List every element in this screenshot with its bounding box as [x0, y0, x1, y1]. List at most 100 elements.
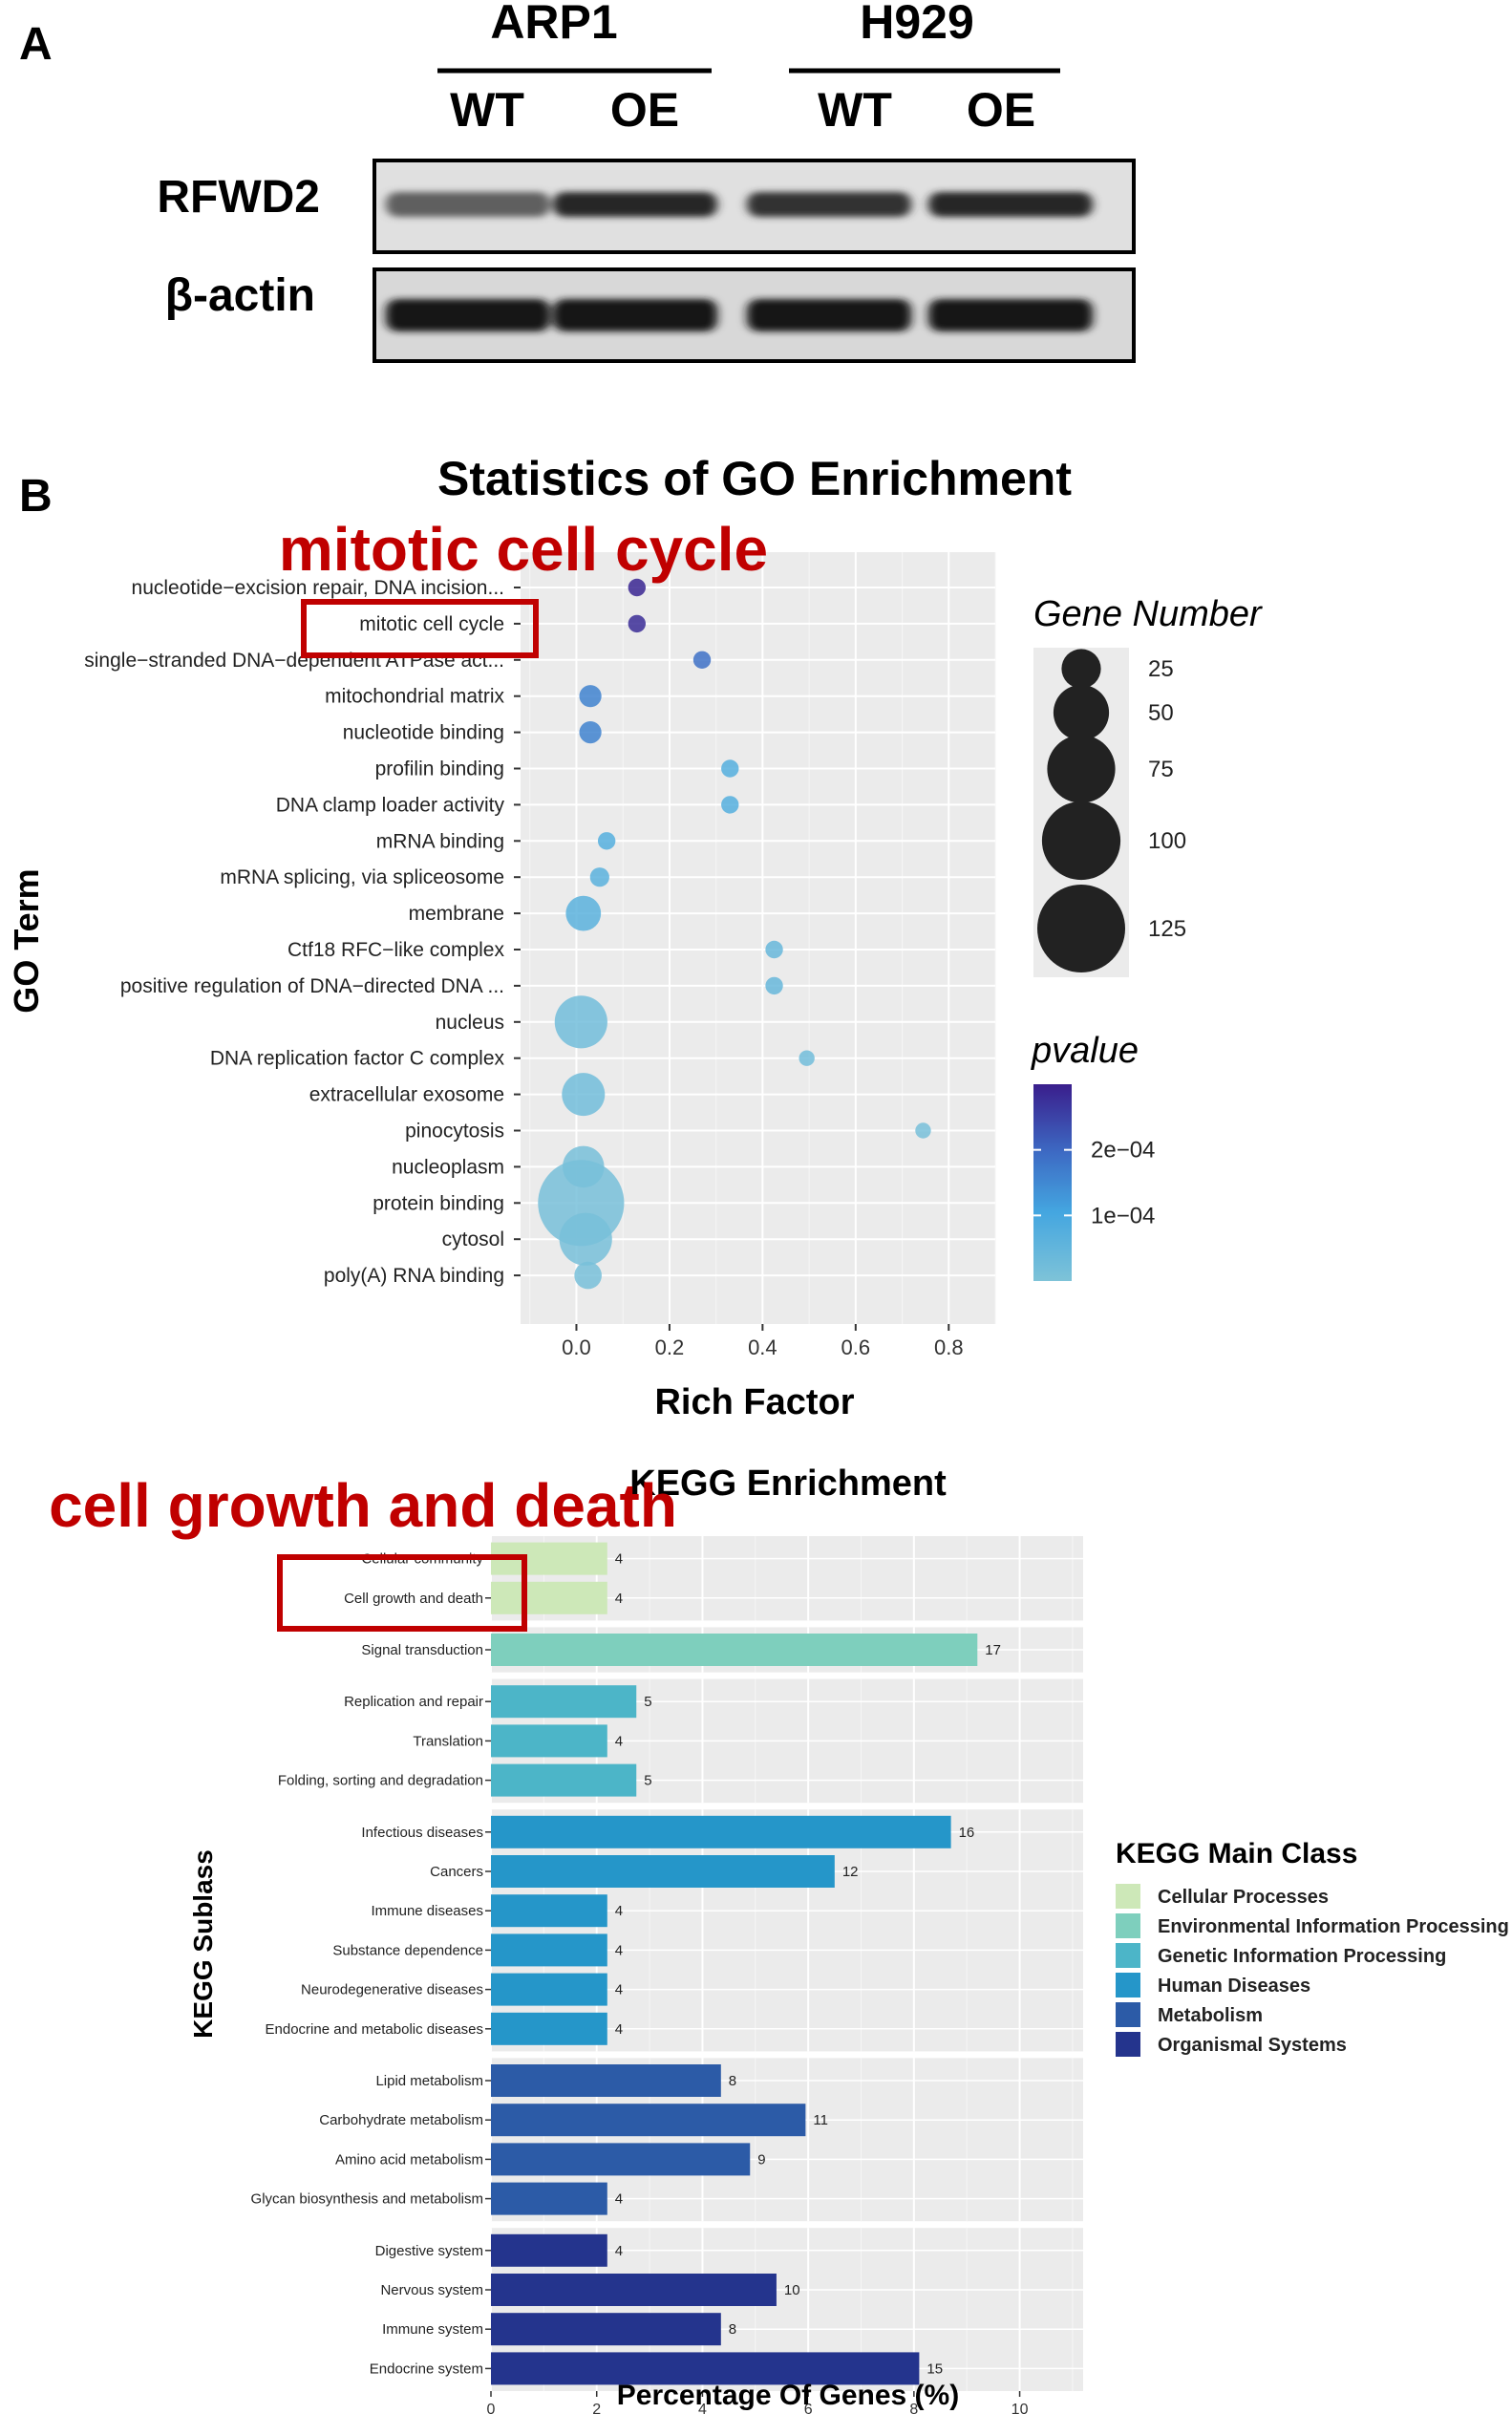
kegg-sublass-label: Nervous system [380, 2282, 483, 2298]
go-x-tick-label: 0.2 [655, 1335, 685, 1359]
kegg-bar-count-label: 8 [729, 2321, 736, 2338]
go-chart-title: Statistics of GO Enrichment [437, 452, 1072, 505]
go-point [721, 759, 739, 778]
go-term-labels: nucleotide−excision repair, DNA incision… [84, 577, 504, 1287]
go-term-label: mRNA splicing, via spliceosome [220, 866, 504, 888]
kegg-bar-count-label: 5 [644, 1773, 651, 1789]
go-x-tick-label: 0.6 [841, 1335, 871, 1359]
kegg-sublass-label: Immune system [382, 2321, 483, 2338]
kegg-x-axis-label: Percentage Of Genes (%) [617, 2380, 959, 2411]
kegg-bar [491, 2182, 607, 2215]
kegg-bar-count-label: 4 [615, 2021, 623, 2038]
kegg-highlight-annotation: cell growth and death [49, 1471, 677, 1540]
kegg-bar-count-label: 11 [813, 2112, 828, 2128]
kegg-bar [491, 1581, 607, 1614]
kegg-bar-count-label: 4 [615, 1551, 623, 1568]
kegg-bar [491, 1763, 637, 1797]
kegg-bar [491, 2274, 777, 2306]
kegg-bar [491, 1855, 835, 1888]
go-point [765, 976, 783, 995]
go-term-label: protein binding [373, 1192, 504, 1214]
kegg-x-tick-label: 4 [698, 2402, 707, 2414]
pvalue-colorbar [1033, 1084, 1072, 1281]
blot-label-rfwd2: RFWD2 [157, 172, 320, 223]
gene-number-legend-label: 50 [1148, 700, 1174, 726]
blot-band [553, 192, 717, 217]
kegg-sublass-label: Translation [413, 1733, 483, 1749]
gene-number-legend-circle [1053, 684, 1110, 741]
go-term-label: extracellular exosome [309, 1084, 504, 1106]
gene-number-legend-circle [1041, 801, 1121, 881]
panel-a: A ARP1 H929 WT OE WT OE RFWD2 β-actin [19, 0, 1136, 363]
kegg-x-tick-label: 10 [1012, 2402, 1029, 2414]
condition-label: OE [967, 83, 1035, 137]
blot-band [386, 299, 550, 331]
kegg-sublass-label: Amino acid metabolism [335, 2151, 483, 2168]
go-term-label: profilin binding [375, 758, 504, 780]
gene-number-legend-label: 25 [1148, 656, 1174, 682]
panel-kegg: KEGG Enrichment Cellular community 4Cell … [49, 1463, 1509, 2414]
kegg-bar-count-label: 10 [784, 2282, 800, 2298]
go-term-label: mitotic cell cycle [359, 613, 504, 635]
kegg-bar [491, 1724, 607, 1758]
kegg-bar [491, 2143, 751, 2176]
kegg-bar [491, 1973, 607, 2006]
kegg-bar-count-label: 12 [842, 1864, 859, 1880]
kegg-bar-count-label: 17 [985, 1642, 1001, 1658]
kegg-legend-label: Organismal Systems [1158, 2035, 1347, 2056]
go-term-label: nucleotide binding [343, 722, 504, 744]
kegg-legend-swatch [1116, 1913, 1140, 1938]
gene-number-legend-circle [1061, 649, 1101, 689]
kegg-sublass-label: Digestive system [375, 2243, 483, 2259]
condition-label: OE [610, 83, 679, 137]
pvalue-legend-title: pvalue [1031, 1031, 1139, 1071]
gene-number-legend-label: 125 [1148, 916, 1186, 942]
gene-number-legend-label: 100 [1148, 828, 1186, 854]
blot-band [928, 192, 1093, 217]
kegg-legend-swatch [1116, 2032, 1140, 2057]
go-point [597, 832, 616, 850]
panel-a-label: A [19, 19, 53, 70]
kegg-bar-count-label: 8 [729, 2073, 736, 2089]
go-term-label: pinocytosis [405, 1121, 504, 1143]
go-highlight-annotation: mitotic cell cycle [279, 515, 768, 584]
kegg-bar-count-label: 4 [615, 1982, 623, 1998]
kegg-bar-count-label: 4 [615, 2243, 623, 2259]
kegg-bar [491, 2012, 607, 2045]
kegg-sublass-label: Cancers [430, 1864, 483, 1880]
kegg-bar [491, 2233, 607, 2267]
kegg-legend-swatch [1116, 2002, 1140, 2027]
go-point [565, 895, 602, 931]
go-point [559, 1212, 612, 1266]
blot-label-beta-actin: β-actin [165, 270, 315, 321]
pvalue-tick-label: 2e−04 [1091, 1138, 1155, 1164]
pvalue-legend-ticks: 2e−04 1e−04 [1033, 1138, 1155, 1228]
kegg-sublass-label: Endocrine and metabolic diseases [266, 2021, 483, 2038]
go-term-label: nucleoplasm [392, 1156, 504, 1178]
kegg-legend-label: Human Diseases [1158, 1976, 1310, 1997]
go-x-tick-label: 0.4 [748, 1335, 777, 1359]
go-axis-ticks: 0.0 0.2 0.4 0.6 0.8 [514, 587, 964, 1359]
blot-band [747, 299, 911, 331]
kegg-sublass-label: Cell growth and death [344, 1591, 483, 1607]
gene-number-legend-label: 75 [1148, 757, 1174, 782]
go-x-tick-label: 0.0 [562, 1335, 591, 1359]
go-term-label: nucleus [436, 1012, 504, 1034]
kegg-chart-title: KEGG Enrichment [629, 1463, 947, 1504]
cell-line-arp1: ARP1 [490, 0, 617, 49]
kegg-bar [491, 2352, 920, 2385]
condition-label: WT [450, 83, 524, 137]
kegg-legend-label: Cellular Processes [1158, 1887, 1329, 1908]
kegg-bar [491, 1685, 637, 1719]
blot-rfwd2 [373, 159, 1136, 254]
go-point [628, 614, 647, 633]
kegg-x-tick-label: 8 [909, 2402, 918, 2414]
kegg-x-ticks: 0 2 4 6 8 10 [487, 2391, 1029, 2414]
go-point [915, 1122, 931, 1139]
kegg-bar-count-label: 4 [615, 1903, 623, 1919]
kegg-bar-count-label: 4 [615, 2191, 623, 2208]
go-term-label: nucleotide−excision repair, DNA incision… [132, 577, 504, 599]
kegg-legend-swatch [1116, 1884, 1140, 1909]
kegg-sublass-label: Substance dependence [332, 1942, 483, 1958]
